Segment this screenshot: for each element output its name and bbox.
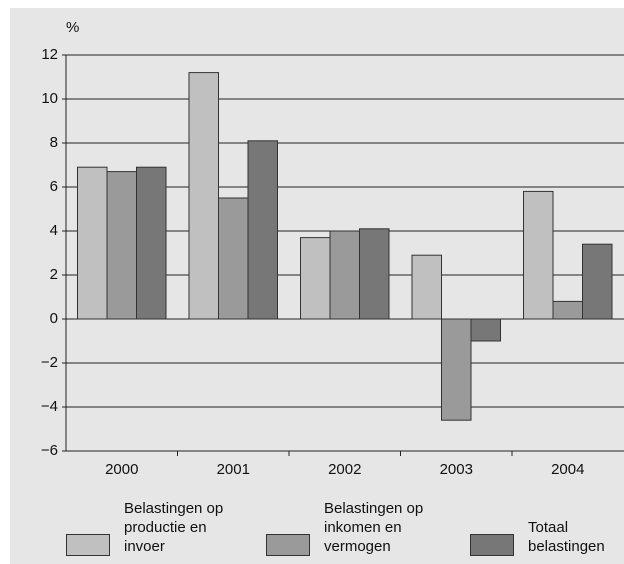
bar	[329, 230, 360, 320]
bar	[523, 190, 554, 320]
y-tick-label: 4	[50, 222, 58, 239]
y-tick-label: 10	[41, 90, 58, 107]
y-tick-label: 0	[50, 310, 58, 327]
y-tick-label: 2	[50, 266, 58, 283]
legend-label: Belastingen op inkomen en vermogen	[324, 500, 424, 555]
legend-swatch	[266, 534, 310, 556]
bar	[411, 254, 442, 320]
bar	[136, 166, 167, 320]
legend-item: Belastingen op productie en invoer	[66, 499, 232, 556]
legend-item: Totaal belastingen	[470, 518, 624, 556]
bar	[247, 140, 278, 320]
y-tick-label: −2	[41, 354, 58, 371]
bar	[218, 197, 249, 320]
bar	[188, 72, 219, 320]
y-tick-label: −6	[41, 442, 58, 459]
legend-swatch	[470, 534, 514, 556]
bar	[359, 228, 390, 320]
legend-swatch	[66, 534, 110, 556]
y-axis-label: %	[66, 19, 79, 36]
x-tick-label: 2001	[217, 461, 250, 478]
legend-item: Belastingen op inkomen en vermogen	[266, 499, 432, 556]
bar	[77, 166, 108, 320]
bar	[300, 237, 331, 320]
legend-label: Belastingen op productie en invoer	[124, 500, 224, 555]
x-tick-label: 2002	[328, 461, 361, 478]
bar	[106, 171, 137, 320]
y-tick-label: 8	[50, 134, 58, 151]
x-tick-label: 2004	[551, 461, 584, 478]
bar	[552, 300, 583, 320]
y-tick-label: 6	[50, 178, 58, 195]
y-tick-label: 12	[41, 46, 58, 63]
legend-label: Totaal belastingen	[528, 519, 605, 555]
x-tick-label: 2000	[105, 461, 138, 478]
bar	[441, 318, 472, 421]
bar	[470, 318, 501, 342]
x-tick-label: 2003	[440, 461, 473, 478]
y-tick-label: −4	[41, 398, 58, 415]
bar	[582, 243, 613, 320]
